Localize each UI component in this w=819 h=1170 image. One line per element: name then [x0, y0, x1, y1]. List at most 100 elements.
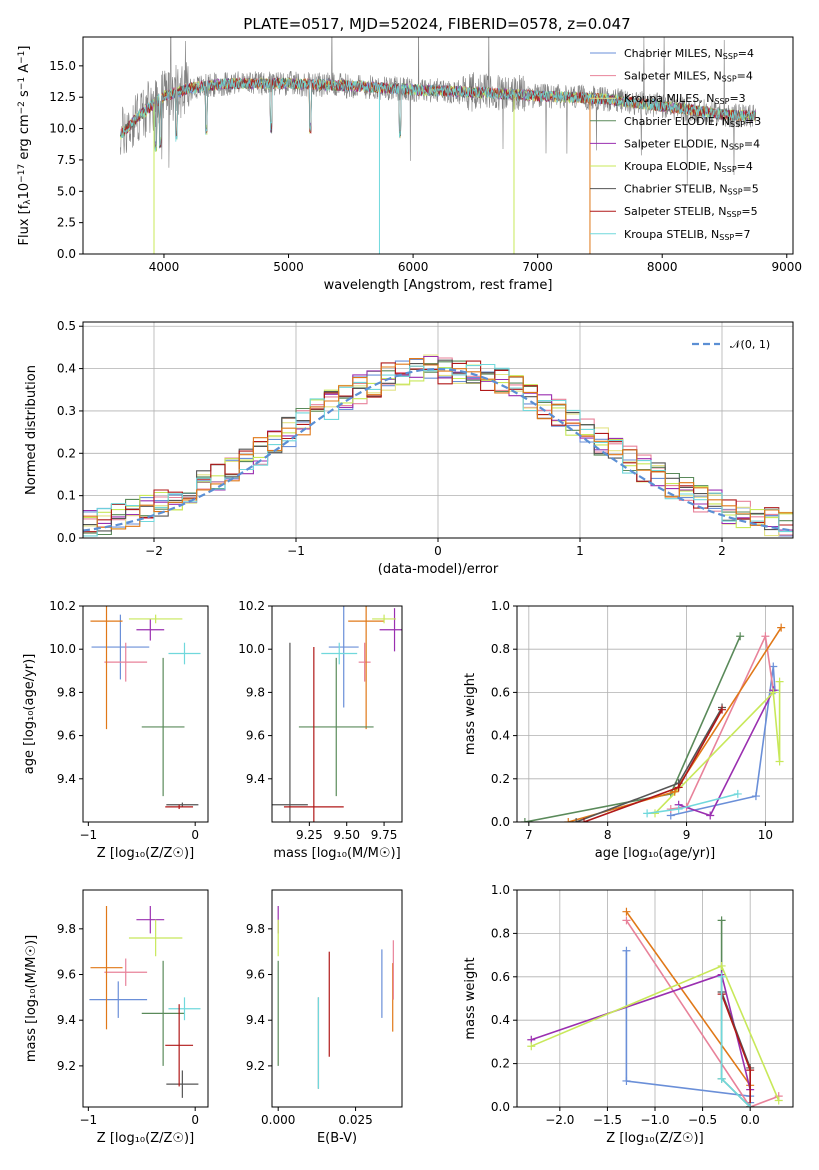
legend-n-sub: SSP: [714, 97, 729, 106]
legend-eq: =: [738, 47, 747, 60]
y-tick-label: 0.6: [491, 970, 510, 984]
x-tick-label: 0.000: [261, 1113, 295, 1127]
errorbar-group: [272, 606, 402, 822]
legend-n-sub: SSP: [730, 120, 745, 129]
x-tick-label: 2: [718, 544, 726, 558]
x-axis-label: wavelength [Angstrom, rest frame]: [324, 278, 553, 293]
weight-marker: [572, 818, 581, 822]
weight-line: [720, 976, 751, 1107]
y-tick-label: 9.4: [57, 1013, 76, 1027]
x-tick-label: −2: [145, 544, 163, 558]
age-vs-z-panel: −1 0 9.4 9.6 9.8 10.0 10.2 Z [log₁₀(Z/Z☉)] age […: [22, 599, 209, 861]
x-tick-label: −1: [79, 1113, 97, 1127]
legend-n: N: [721, 137, 729, 150]
y-axis-label-part: ]: [17, 46, 32, 51]
legend-name: Kroupa ELODIE: [624, 160, 706, 173]
weight-lines: [527, 907, 783, 1107]
legend-eq: =: [745, 115, 754, 128]
y-tick-label: 0.3: [57, 404, 76, 418]
weight-marker: [717, 961, 726, 970]
legend-n-sub: SSP: [719, 233, 734, 242]
legend-n-sub: SSP: [726, 210, 741, 219]
axes-frame: [271, 889, 403, 1108]
legend-n: N: [715, 47, 723, 60]
legend-n: N: [706, 92, 714, 105]
weight-marker: [736, 632, 745, 641]
y-tick-label: 0.2: [491, 772, 510, 786]
legend-n: N: [722, 115, 730, 128]
x-tick-label: 8000: [647, 260, 678, 274]
legend-sep: ,: [704, 228, 711, 241]
normal-curve-line: [83, 367, 791, 532]
x-tick-label: 1: [576, 544, 584, 558]
legend-entry: Chabrier STELIB, NSSP=5: [624, 183, 759, 197]
y-tick-label: 0.2: [491, 1057, 510, 1071]
errorbar-group: [277, 905, 394, 1089]
weight-marker: [751, 792, 760, 801]
y-tick-label: 0.6: [491, 685, 510, 699]
x-tick-label: 0: [434, 544, 442, 558]
y-tick-label: 0.0: [57, 247, 76, 261]
weight-marker: [520, 818, 529, 822]
legend-n: N: [711, 228, 719, 241]
y-tick-label: 0.8: [491, 642, 510, 656]
legend-entry: Chabrier MILES, NSSP=4: [624, 47, 754, 61]
x-axis-label: Z [log₁₀(Z/Z☉)]: [606, 1131, 703, 1146]
y-tick-label: 15.0: [49, 59, 76, 73]
y-tick-label: 0.8: [491, 926, 510, 940]
y-tick-label: 0.4: [491, 1013, 510, 1027]
legend-n-sub: SSP: [722, 165, 737, 174]
weight-marker: [775, 677, 784, 686]
x-axis-label: (data-model)/error: [378, 562, 499, 577]
figure-title: PLATE=0517, MJD=52024, FIBERID=0578, z=0…: [243, 15, 630, 33]
y-axis-label-part: s: [17, 90, 32, 101]
x-axis-label: Z [log₁₀(Z/Z☉)]: [97, 846, 194, 861]
legend-sep: ,: [712, 183, 719, 196]
weight-marker: [746, 1066, 755, 1075]
y-tick-label: 0.0: [491, 815, 510, 829]
x-tick-label: −1: [79, 828, 97, 842]
x-tick-label: −1: [287, 544, 305, 558]
legend-name: Chabrier STELIB: [624, 183, 712, 196]
legend-name: Salpeter MILES: [624, 70, 706, 83]
y-axis-label: Flux [fλ10−17 erg cm−2 s−1 A−1]: [17, 46, 33, 246]
y-axis-label-part: −2: [17, 101, 27, 114]
y-tick-label: 9.4: [246, 772, 265, 786]
legend-name: Kroupa MILES: [624, 92, 699, 105]
weight-marker: [643, 809, 652, 818]
y-axis-label: mass [log₁₀(M/M☉)]: [24, 935, 39, 1062]
y-tick-label: 9.8: [57, 922, 76, 936]
weight-marker: [580, 818, 589, 822]
y-tick-label: 9.4: [57, 772, 76, 786]
axes-frame: [82, 605, 209, 823]
legend-sep: ,: [708, 47, 715, 60]
mass-weight-vs-age-panel: 7 8 9 10 0.0 0.2 0.4 0.6 0.8 1.0 age [log₁₀(age/yr…: [463, 599, 794, 861]
y-axis-label: mass weight: [463, 957, 478, 1039]
y-tick-label: 0.0: [491, 1100, 510, 1114]
x-axis-label: Z [log₁₀(Z/Z☉)]: [97, 1131, 194, 1146]
x-tick-label: 9: [683, 828, 691, 842]
y-axis-label-part: 10: [17, 183, 32, 200]
y-tick-label: 9.6: [246, 968, 265, 982]
y-tick-label: 0.4: [57, 362, 76, 376]
y-axis-label-part: −17: [17, 164, 27, 183]
weight-marker: [718, 705, 727, 714]
weight-marker: [769, 688, 778, 697]
weight-marker: [733, 789, 742, 798]
y-tick-label: 10.0: [49, 122, 76, 136]
weight-marker: [746, 1103, 755, 1107]
x-tick-label: 9.25: [296, 828, 323, 842]
x-tick-label: 0.025: [338, 1113, 372, 1127]
y-tick-label: 10.2: [49, 599, 76, 613]
y-tick-label: 9.4: [246, 1013, 265, 1027]
y-tick-label: 0.0: [57, 531, 76, 545]
legend-n: N: [718, 205, 726, 218]
legend-n-sub: SSP: [729, 142, 744, 151]
weight-marker: [775, 757, 784, 766]
x-tick-label: 9.50: [333, 828, 360, 842]
x-tick-label: 4000: [149, 260, 180, 274]
weight-lines: [520, 623, 786, 822]
weight-marker: [717, 1074, 726, 1083]
y-tick-label: 5.0: [57, 184, 76, 198]
